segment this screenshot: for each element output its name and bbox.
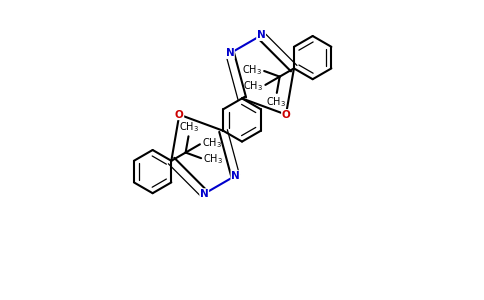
Text: O: O bbox=[175, 110, 184, 120]
Text: N: N bbox=[200, 189, 209, 199]
Text: O: O bbox=[282, 110, 290, 120]
Text: CH$_3$: CH$_3$ bbox=[242, 63, 262, 77]
Text: N: N bbox=[231, 171, 240, 181]
Text: N: N bbox=[226, 48, 234, 59]
Text: CH$_3$: CH$_3$ bbox=[203, 152, 224, 166]
Text: CH$_3$: CH$_3$ bbox=[179, 120, 199, 134]
Text: N: N bbox=[257, 30, 265, 40]
Text: CH$_3$: CH$_3$ bbox=[266, 95, 287, 109]
Text: CH$_3$: CH$_3$ bbox=[243, 79, 263, 93]
Text: CH$_3$: CH$_3$ bbox=[202, 136, 222, 150]
